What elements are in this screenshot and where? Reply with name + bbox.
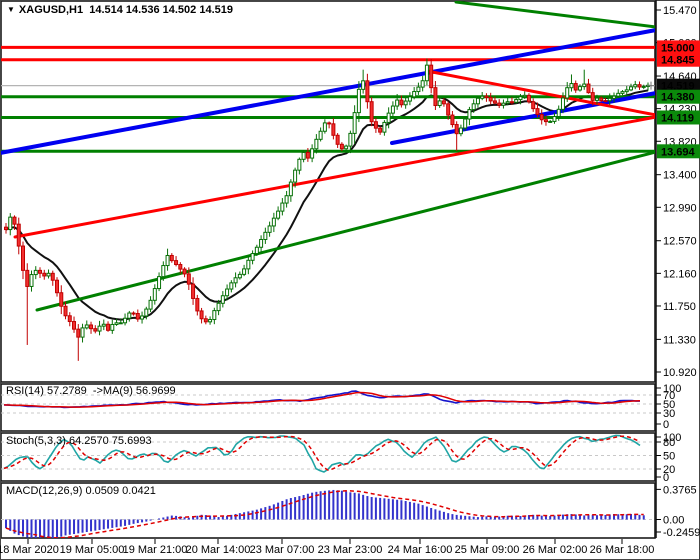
svg-text:0: 0 (663, 419, 669, 431)
svg-text:0.3765: 0.3765 (663, 484, 697, 496)
x-axis-label: 25 Mar 09:00 (455, 544, 520, 556)
trendlines-layer (0, 1, 656, 312)
svg-text:0: 0 (663, 472, 669, 484)
x-axis-label: 18 Mar 2020 (0, 544, 59, 556)
rsi-indicator-label: RSI(14) 57.2789 ->MA(9) 56.9699 (6, 385, 176, 397)
svg-text:13.400: 13.400 (663, 170, 697, 182)
x-axis-label: 19 Mar 21:00 (123, 544, 188, 556)
price-levels-layer (1, 45, 655, 153)
rsi-ma-line (3, 391, 641, 408)
chart-dropdown-icon[interactable]: ▼ (7, 5, 15, 14)
main-chart-layer (5, 89, 649, 321)
chart-title: ▼ XAGUSD,H1 14.514 14.536 14.502 14.519 (7, 4, 233, 17)
svg-text:11.330: 11.330 (663, 334, 696, 346)
y-axis[interactable]: 15.47015.06014.64014.23013.82013.40012.9… (655, 0, 700, 539)
x-axis-label: 26 Mar 02:00 (523, 544, 588, 556)
svg-text:14.519: 14.519 (661, 81, 695, 93)
svg-text:12.160: 12.160 (663, 268, 697, 280)
x-axis-label: 26 Mar 18:00 (590, 544, 655, 556)
stoch-indicator-label: Stoch(5,3,3) 64.2570 75.6993 (6, 435, 152, 447)
svg-text:10.920: 10.920 (663, 367, 697, 379)
macd-layer (1, 489, 655, 538)
stoch-k-line (3, 434, 641, 473)
svg-text:15.000: 15.000 (661, 42, 695, 54)
svg-text:70: 70 (663, 390, 675, 402)
svg-text:0.00: 0.00 (663, 515, 684, 527)
descending-wedge-red[interactable] (425, 69, 656, 117)
svg-text:80: 80 (663, 437, 675, 449)
ascending-wedge-red[interactable] (13, 115, 656, 239)
macd-signal-line (5, 490, 644, 538)
x-axis-label: 19 Mar 05:00 (60, 544, 125, 556)
svg-text:12.570: 12.570 (663, 236, 697, 248)
svg-text:11.750: 11.750 (663, 301, 696, 313)
svg-text:14.380: 14.380 (661, 92, 695, 104)
svg-text:100: 100 (663, 432, 681, 444)
rsi-layer (1, 390, 655, 414)
symbol-timeframe-label: XAGUSD,H1 (18, 4, 84, 16)
ascending-channel-upper-blue[interactable] (0, 28, 656, 155)
moving-average-line[interactable] (5, 89, 649, 321)
descending-resistance-green[interactable] (454, 1, 656, 29)
x-axis-label: 20 Mar 14:00 (186, 544, 251, 556)
x-axis-label: 23 Mar 23:00 (318, 544, 383, 556)
ohlc-readout: 14.514 14.536 14.502 14.519 (89, 4, 233, 16)
svg-text:100: 100 (663, 383, 681, 395)
svg-text:-0.2459: -0.2459 (663, 527, 700, 539)
svg-text:30: 30 (663, 408, 675, 420)
svg-text:15.470: 15.470 (663, 5, 697, 17)
svg-text:12.990: 12.990 (663, 202, 697, 214)
svg-text:20: 20 (663, 464, 675, 476)
svg-text:50: 50 (663, 399, 675, 411)
x-axis-label: 24 Mar 16:00 (388, 544, 453, 556)
ascending-support-green[interactable] (35, 150, 656, 312)
svg-text:13.694: 13.694 (661, 146, 696, 158)
svg-text:14.845: 14.845 (661, 55, 695, 67)
last-price-marker (647, 81, 655, 90)
svg-text:14.119: 14.119 (661, 112, 694, 124)
macd-indicator-label: MACD(12,26,9) 0.0509 0.0421 (6, 485, 156, 497)
stochastic-layer (1, 434, 655, 473)
x-axis-label: 23 Mar 07:00 (250, 544, 315, 556)
stoch-d-line (3, 435, 641, 471)
ascending-channel-lower-blue[interactable] (390, 91, 656, 145)
svg-text:50: 50 (663, 451, 675, 463)
candles-layer (4, 58, 650, 361)
